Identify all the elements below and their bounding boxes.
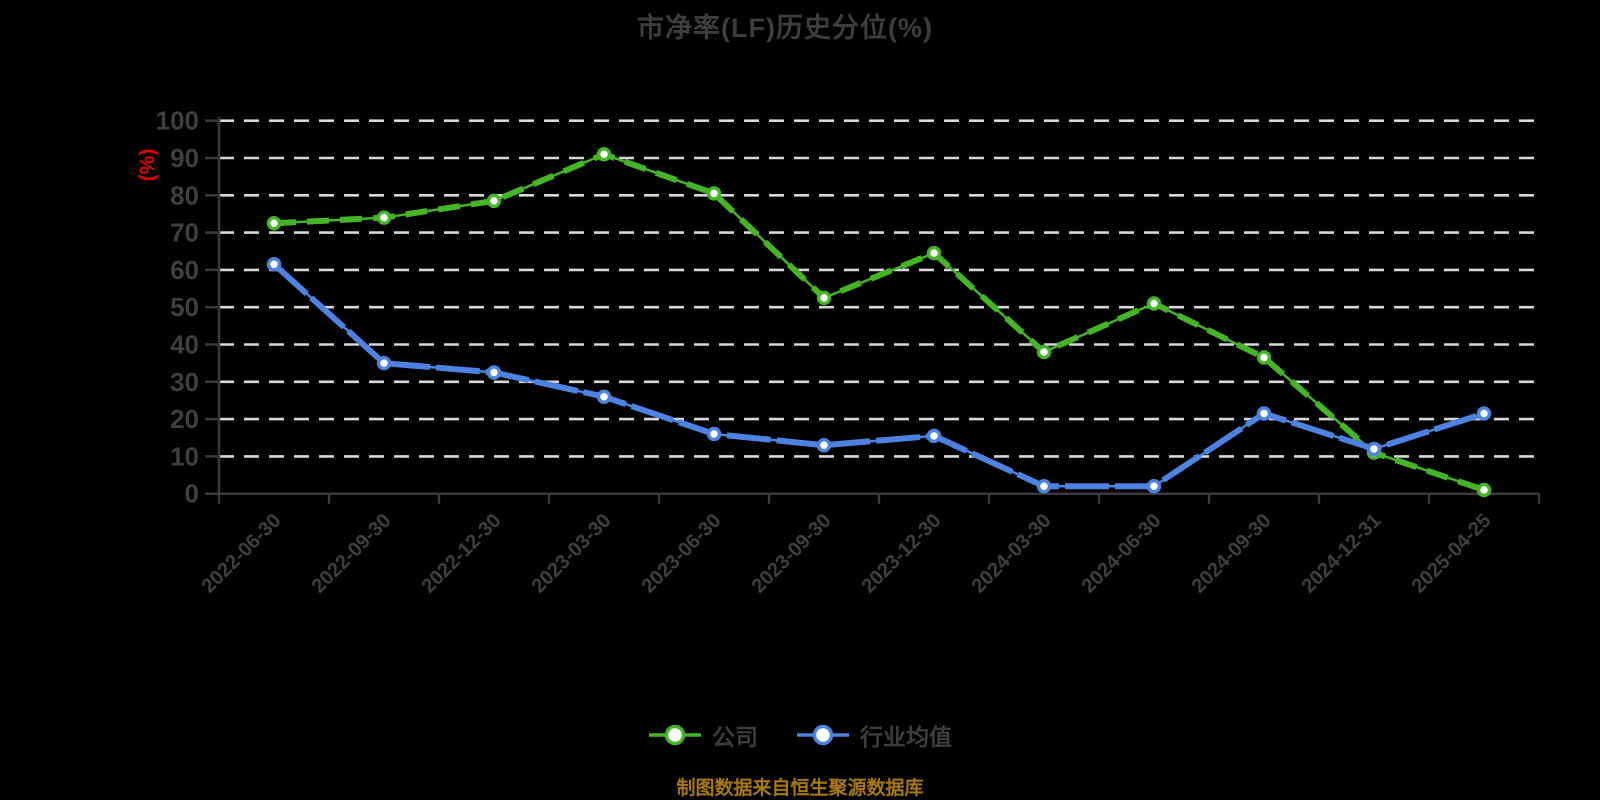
industry-series-swatch-icon — [797, 724, 849, 746]
y-axis-tick-label: 20 — [170, 404, 199, 434]
data-point[interactable] — [816, 290, 832, 306]
y-axis-tick-label: 50 — [170, 292, 199, 322]
y-axis-tick-label: 70 — [170, 218, 199, 248]
x-axis-tick-label: 2024-03-30 — [968, 510, 1056, 598]
series-line-base-1 — [273, 263, 1485, 488]
data-point[interactable] — [706, 186, 722, 201]
data-point[interactable] — [816, 437, 832, 453]
y-axis-tick-label: 80 — [170, 180, 199, 210]
y-axis-tick-label: 0 — [185, 479, 199, 509]
data-point[interactable] — [1036, 478, 1052, 494]
x-axis-tick-label: 2022-09-30 — [308, 510, 396, 598]
data-point[interactable] — [1476, 482, 1492, 498]
y-axis-tick-label: 90 — [170, 143, 199, 173]
x-axis-tick-label: 2024-09-30 — [1188, 510, 1276, 598]
x-axis-tick-label: 2023-12-30 — [858, 510, 946, 598]
data-point[interactable] — [376, 210, 392, 225]
x-axis-tick-label: 2022-12-30 — [418, 510, 506, 598]
data-point[interactable] — [926, 245, 942, 261]
legend: 公司 行业均值 — [0, 718, 1600, 752]
legend-item-company[interactable]: 公司 — [648, 718, 758, 752]
y-axis-tick-label: 40 — [170, 330, 199, 360]
legend-label-industry-average: 行业均值 — [860, 724, 952, 750]
x-axis-tick-label: 2022-06-30 — [198, 510, 286, 598]
data-source-note: 制图数据来自恒生聚源数据库 — [676, 778, 924, 799]
legend-label-company: 公司 — [712, 724, 758, 750]
series-line-1 — [271, 262, 1485, 490]
data-point[interactable] — [1256, 406, 1272, 421]
data-point[interactable] — [926, 428, 942, 444]
company-series-swatch-icon — [649, 724, 701, 746]
data-point[interactable] — [486, 193, 502, 209]
data-point[interactable] — [266, 216, 282, 231]
data-point[interactable] — [1036, 344, 1052, 360]
data-point[interactable] — [706, 426, 722, 442]
chart-title: 市净率(LF)历史分位(%) — [637, 13, 933, 43]
x-axis-tick-label: 2024-12-31 — [1298, 510, 1386, 598]
x-axis-tick-label: 2023-06-30 — [638, 510, 726, 598]
y-axis-tick-label: 100 — [156, 106, 199, 136]
data-point[interactable] — [596, 389, 612, 404]
y-axis-unit-label: (%) — [136, 149, 159, 182]
data-point[interactable] — [376, 355, 392, 371]
x-axis-tick-label: 2024-06-30 — [1078, 510, 1166, 598]
y-axis-tick-label: 60 — [170, 255, 199, 285]
data-point[interactable] — [1256, 350, 1272, 365]
series-line-0 — [273, 151, 1485, 493]
data-point[interactable] — [486, 365, 502, 380]
y-axis-tick-label: 30 — [170, 367, 199, 397]
y-axis-tick-label: 10 — [170, 441, 199, 471]
legend-item-industry-average[interactable]: 行业均值 — [796, 718, 952, 752]
x-axis-tick-label: 2023-09-30 — [748, 510, 836, 598]
data-point[interactable] — [1146, 478, 1162, 494]
data-point[interactable] — [1476, 406, 1492, 421]
data-point[interactable] — [266, 257, 282, 272]
x-axis-tick-label: 2025-04-25 — [1408, 510, 1496, 598]
data-point[interactable] — [1146, 296, 1162, 311]
data-point[interactable] — [1366, 441, 1382, 457]
x-axis-tick-label: 2023-03-30 — [528, 510, 616, 598]
data-point[interactable] — [596, 147, 612, 162]
